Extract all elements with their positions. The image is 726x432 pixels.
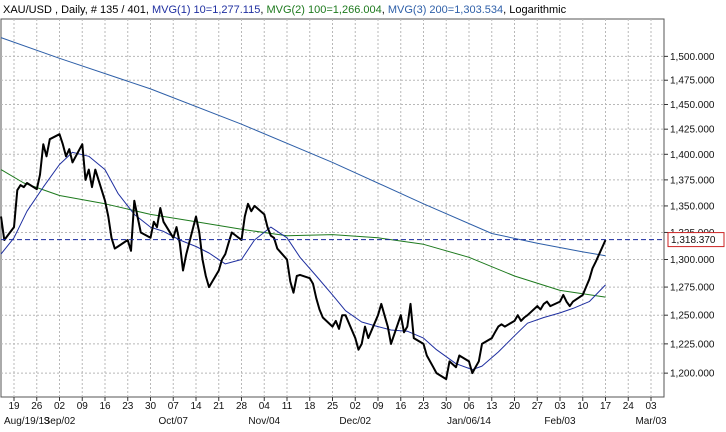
- symbol-label: XAU/USD: [3, 4, 52, 16]
- x-tick-label: 16: [395, 401, 407, 412]
- x-tick-label: 04: [259, 401, 271, 412]
- moving-average-line-1: [0, 151, 606, 371]
- month-label: Jan/06/14: [447, 416, 491, 427]
- x-tick-label: 19: [8, 401, 20, 412]
- current-price-badge: 1,318.370: [667, 232, 725, 248]
- x-tick-label: 06: [463, 401, 475, 412]
- x-tick-label: 26: [31, 401, 43, 412]
- scale-label: Logarithmic: [509, 4, 566, 16]
- x-tick-label: 25: [327, 401, 339, 412]
- moving-average-line-2: [0, 169, 606, 298]
- separator: ,: [382, 4, 388, 16]
- x-tick-label: 11: [282, 401, 293, 412]
- x-tick-label: 03: [554, 401, 566, 412]
- y-tick-label: 1,375.000: [670, 175, 715, 186]
- x-tick-label: 09: [77, 401, 89, 412]
- x-tick-label: 02: [54, 401, 66, 412]
- x-tick-label: 03: [645, 401, 657, 412]
- month-label: Feb/03: [544, 416, 576, 427]
- series-layer: [0, 37, 607, 381]
- month-label: Sep/02: [44, 416, 76, 427]
- current-price-label: 1,318.370: [671, 235, 716, 246]
- x-tick-label: 23: [418, 401, 430, 412]
- y-tick-label: 1,200.000: [670, 369, 715, 380]
- axes: 1,200.000 1,225.000 1,250.000 1,275.000 1,30…: [4, 52, 715, 427]
- month-label: Nov/04: [248, 416, 280, 427]
- separator: ,: [260, 4, 266, 16]
- chart-header: XAU/USD , Daily, # 135 / 401, MVG(1) 10=…: [3, 4, 567, 16]
- y-tick-label: 1,450.000: [670, 100, 715, 111]
- x-tick-label: 13: [486, 401, 498, 412]
- mvg3-label: MVG(3) 200=1,303.534: [388, 4, 503, 16]
- x-tick-label: 10: [577, 401, 589, 412]
- x-tick-label: 24: [623, 401, 635, 412]
- y-tick-label: 1,400.000: [670, 150, 715, 161]
- x-tick-label: 21: [213, 401, 225, 412]
- x-tick-label: 18: [304, 401, 316, 412]
- x-tick-label: 14: [190, 401, 202, 412]
- x-tick-label: 16: [99, 401, 111, 412]
- x-tick-label: 02: [350, 401, 362, 412]
- y-tick-label: 1,250.000: [670, 311, 715, 322]
- mvg2-label: MVG(2) 100=1,266.004: [266, 4, 381, 16]
- x-tick-label: 23: [122, 401, 134, 412]
- y-tick-label: 1,275.000: [670, 283, 715, 294]
- y-tick-label: 1,300.000: [670, 255, 715, 266]
- month-label: Aug/19/13: [4, 416, 50, 427]
- month-label: Mar/03: [635, 416, 667, 427]
- y-tick-label: 1,425.000: [670, 125, 715, 136]
- chart-info-label: , Daily, # 135 / 401,: [52, 4, 152, 16]
- x-tick-label: 20: [509, 401, 521, 412]
- month-label: Dec/02: [339, 416, 371, 427]
- price-series-line: [0, 133, 607, 381]
- x-tick-label: 17: [600, 401, 612, 412]
- y-tick-label: 1,350.000: [670, 201, 715, 212]
- x-tick-label: 30: [441, 401, 453, 412]
- y-tick-label: 1,500.000: [670, 52, 715, 63]
- separator: ,: [503, 4, 509, 16]
- x-tick-label: 27: [532, 401, 544, 412]
- mvg1-label: MVG(1) 10=1,277.115: [152, 4, 260, 16]
- y-tick-label: 1,225.000: [670, 339, 715, 350]
- month-label: Oct/07: [159, 416, 189, 427]
- x-tick-label: 09: [372, 401, 384, 412]
- x-tick-label: 30: [145, 401, 157, 412]
- moving-average-line-3: [0, 37, 606, 257]
- x-tick-label: 28: [236, 401, 248, 412]
- y-tick-label: 1,475.000: [670, 76, 715, 87]
- x-tick-label: 07: [168, 401, 180, 412]
